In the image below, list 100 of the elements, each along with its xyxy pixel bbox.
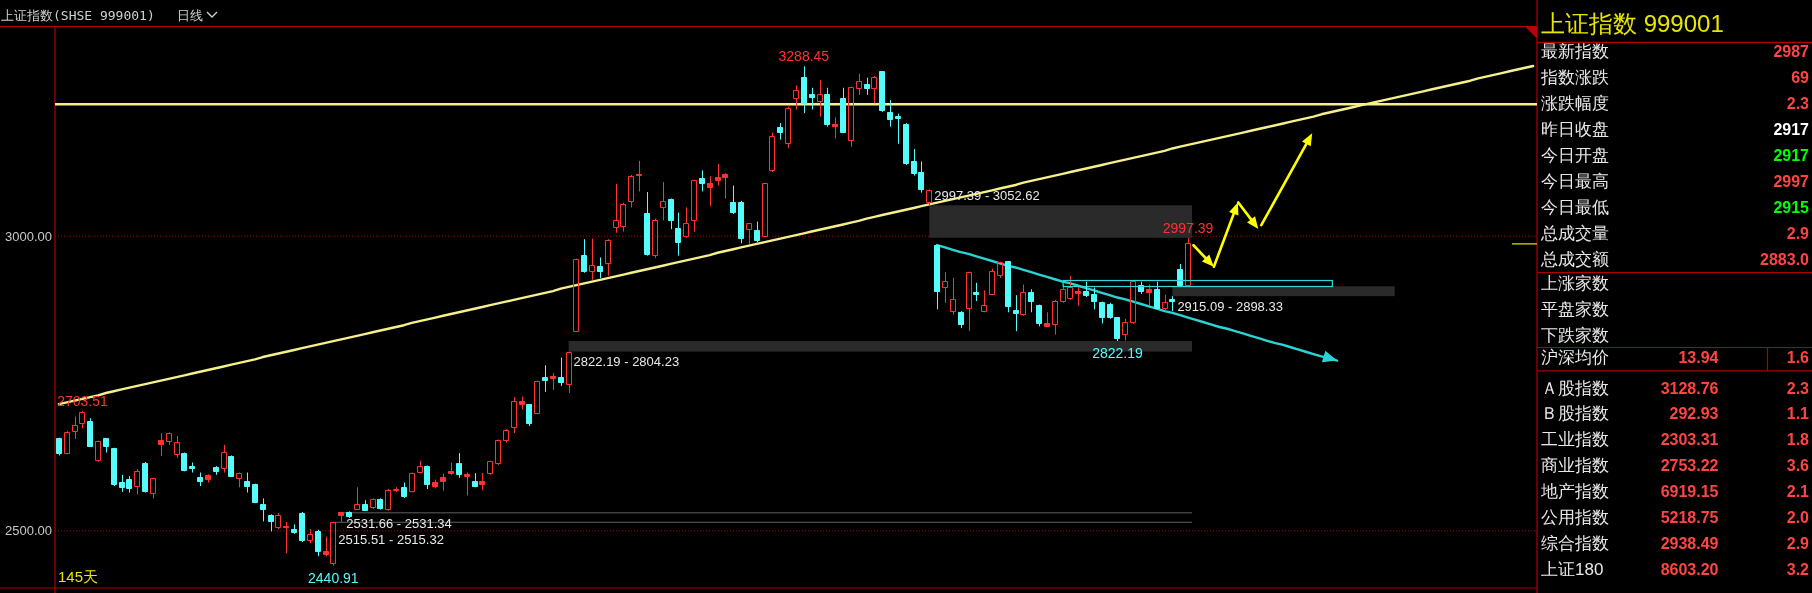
candlestick: [166, 431, 172, 446]
candlestick: [605, 238, 611, 277]
candlestick: [252, 483, 258, 504]
candlestick: [926, 188, 932, 206]
candlestick: [997, 261, 1003, 279]
candlestick: [566, 351, 572, 394]
candlestick: [769, 132, 775, 173]
candlestick: [519, 396, 525, 410]
candlestick: [221, 444, 227, 474]
candlestick: [817, 79, 823, 118]
candlestick: [268, 513, 274, 532]
candlestick: [903, 122, 909, 166]
annotation: 2440.91: [308, 569, 359, 586]
category-label: 沪深均价: [1541, 348, 1609, 368]
candlestick: [895, 113, 901, 145]
candlestick: [542, 364, 548, 393]
candlestick: [981, 289, 987, 313]
candlestick: [887, 99, 893, 128]
candlestick: [354, 486, 360, 511]
category-label: 商业指数: [1541, 456, 1609, 476]
candlestick: [699, 169, 705, 192]
candlestick: [64, 430, 70, 455]
text: 2987: [1773, 43, 1809, 61]
category-label: 平盘家数: [1541, 300, 1609, 320]
text: 2917: [1773, 147, 1809, 165]
band-label: 2531.66 - 2531.34: [346, 515, 452, 531]
candlestick: [1028, 288, 1034, 313]
category-label: Ｂ股指数: [1541, 404, 1609, 424]
text: 3.6: [1786, 457, 1809, 475]
candlestick: [134, 468, 140, 495]
y-tick-label: 3000.00: [5, 228, 52, 244]
candlestick: [597, 256, 603, 279]
candlestick: [856, 73, 862, 96]
candlestick: [573, 258, 579, 333]
band-label: 2515.51 - 2515.32: [338, 531, 444, 547]
candlestick: [432, 479, 438, 489]
candlestick: [103, 437, 109, 453]
candlestick: [472, 472, 478, 488]
candlestick: [738, 200, 744, 244]
candlestick: [370, 497, 376, 510]
candlestick: [1122, 318, 1128, 342]
category-label: 地产指数: [1541, 482, 1609, 502]
text: 69: [1791, 69, 1809, 87]
candlestick: [1146, 284, 1152, 306]
candlestick: [424, 464, 430, 490]
candlestick: [1099, 301, 1105, 324]
candlestick: [1162, 294, 1168, 311]
text: 5218.75: [1660, 509, 1719, 527]
candlestick: [809, 87, 815, 111]
candlestick: [244, 472, 250, 494]
annotation: 145天: [58, 567, 99, 585]
text: 6919.15: [1660, 483, 1719, 501]
candlestick: [864, 77, 870, 96]
candlestick: [1075, 285, 1081, 307]
candlestick: [707, 175, 713, 207]
candlestick: [934, 244, 940, 310]
category-label: 综合指数: [1541, 534, 1609, 554]
candlestick: [1091, 287, 1097, 310]
candlestick: [534, 380, 540, 415]
candlestick: [158, 432, 164, 457]
category-label: 总成交额: [1541, 250, 1609, 269]
candlestick: [315, 529, 321, 557]
candlestick: [511, 396, 517, 434]
candlestick: [503, 428, 509, 443]
band-label: 2822.19 - 2804.23: [573, 354, 680, 370]
category-label: Ａ股指数: [1541, 378, 1609, 398]
candlestick: [746, 222, 752, 245]
text: 2915: [1773, 199, 1809, 217]
candlestick: [1154, 281, 1160, 310]
candlestick: [440, 473, 446, 492]
text: 8603.20: [1660, 561, 1719, 579]
candlestick: [142, 461, 148, 494]
candlestick: [393, 486, 399, 493]
candlestick: [550, 372, 556, 391]
candlestick: [464, 472, 470, 496]
candlestick: [377, 497, 383, 511]
candlestick: [973, 282, 979, 302]
candlestick: [456, 452, 462, 479]
candlestick: [526, 403, 532, 427]
candlestick: [668, 198, 674, 230]
candlestick: [213, 465, 219, 476]
candlestick: [871, 75, 877, 104]
candlestick: [1185, 237, 1191, 287]
candlestick: [291, 523, 297, 535]
candlestick: [801, 65, 807, 114]
candlestick: [1083, 281, 1089, 298]
text: 1.1: [1786, 405, 1809, 423]
candlestick: [401, 482, 407, 499]
candlestick: [558, 357, 564, 387]
candlestick: [691, 179, 697, 233]
text: 2.9: [1786, 535, 1809, 553]
candlestick: [777, 122, 783, 141]
candlestick: [189, 462, 195, 474]
category-label: 下跌家数: [1541, 326, 1609, 346]
candlestick: [346, 510, 352, 519]
candlestick: [1044, 311, 1050, 328]
candlestick: [150, 477, 156, 499]
annotation: 2997.39: [1162, 219, 1214, 236]
text: 2.9: [1786, 225, 1809, 243]
candlestick: [72, 416, 78, 440]
